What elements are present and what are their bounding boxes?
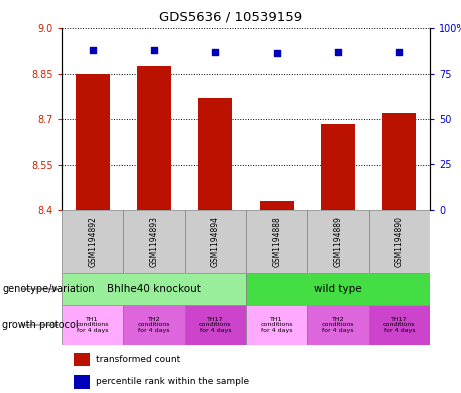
Bar — [199, 98, 232, 210]
Point — [212, 48, 219, 55]
Bar — [62, 210, 124, 273]
Text: GSM1194892: GSM1194892 — [88, 216, 97, 267]
Bar — [74, 375, 89, 389]
Bar — [185, 210, 246, 273]
Text: TH2
conditions
for 4 days: TH2 conditions for 4 days — [322, 317, 354, 333]
Text: genotype/variation: genotype/variation — [2, 284, 95, 294]
Text: growth protocol: growth protocol — [2, 320, 79, 330]
Bar — [74, 353, 89, 366]
Text: wild type: wild type — [314, 284, 362, 294]
Bar — [383, 113, 416, 210]
Bar — [321, 123, 355, 210]
Bar — [246, 210, 307, 273]
Bar — [185, 305, 246, 345]
Text: GSM1194893: GSM1194893 — [149, 216, 159, 267]
Point — [334, 48, 342, 55]
Text: GSM1194890: GSM1194890 — [395, 216, 404, 267]
Bar — [62, 273, 246, 305]
Point — [273, 50, 280, 57]
Text: percentile rank within the sample: percentile rank within the sample — [96, 377, 249, 386]
Bar — [246, 305, 307, 345]
Text: GSM1194889: GSM1194889 — [333, 216, 343, 267]
Text: GSM1194888: GSM1194888 — [272, 216, 281, 267]
Bar — [137, 66, 171, 210]
Text: GSM1194894: GSM1194894 — [211, 216, 220, 267]
Text: TH17
conditions
for 4 days: TH17 conditions for 4 days — [199, 317, 231, 333]
Bar — [124, 210, 185, 273]
Text: TH2
conditions
for 4 days: TH2 conditions for 4 days — [138, 317, 170, 333]
Point — [396, 48, 403, 55]
Bar — [369, 305, 430, 345]
Point — [89, 47, 96, 53]
Point — [150, 47, 158, 53]
Text: transformed count: transformed count — [96, 355, 180, 364]
Bar — [307, 210, 369, 273]
Bar — [369, 210, 430, 273]
Text: Bhlhe40 knockout: Bhlhe40 knockout — [107, 284, 201, 294]
Bar — [307, 305, 369, 345]
Bar — [246, 273, 430, 305]
Bar — [76, 73, 110, 210]
Bar — [260, 201, 294, 210]
Bar — [124, 305, 185, 345]
Text: TH1
conditions
for 4 days: TH1 conditions for 4 days — [260, 317, 293, 333]
Text: TH17
conditions
for 4 days: TH17 conditions for 4 days — [383, 317, 415, 333]
Text: GDS5636 / 10539159: GDS5636 / 10539159 — [159, 10, 302, 23]
Text: TH1
conditions
for 4 days: TH1 conditions for 4 days — [77, 317, 109, 333]
Bar — [62, 305, 124, 345]
